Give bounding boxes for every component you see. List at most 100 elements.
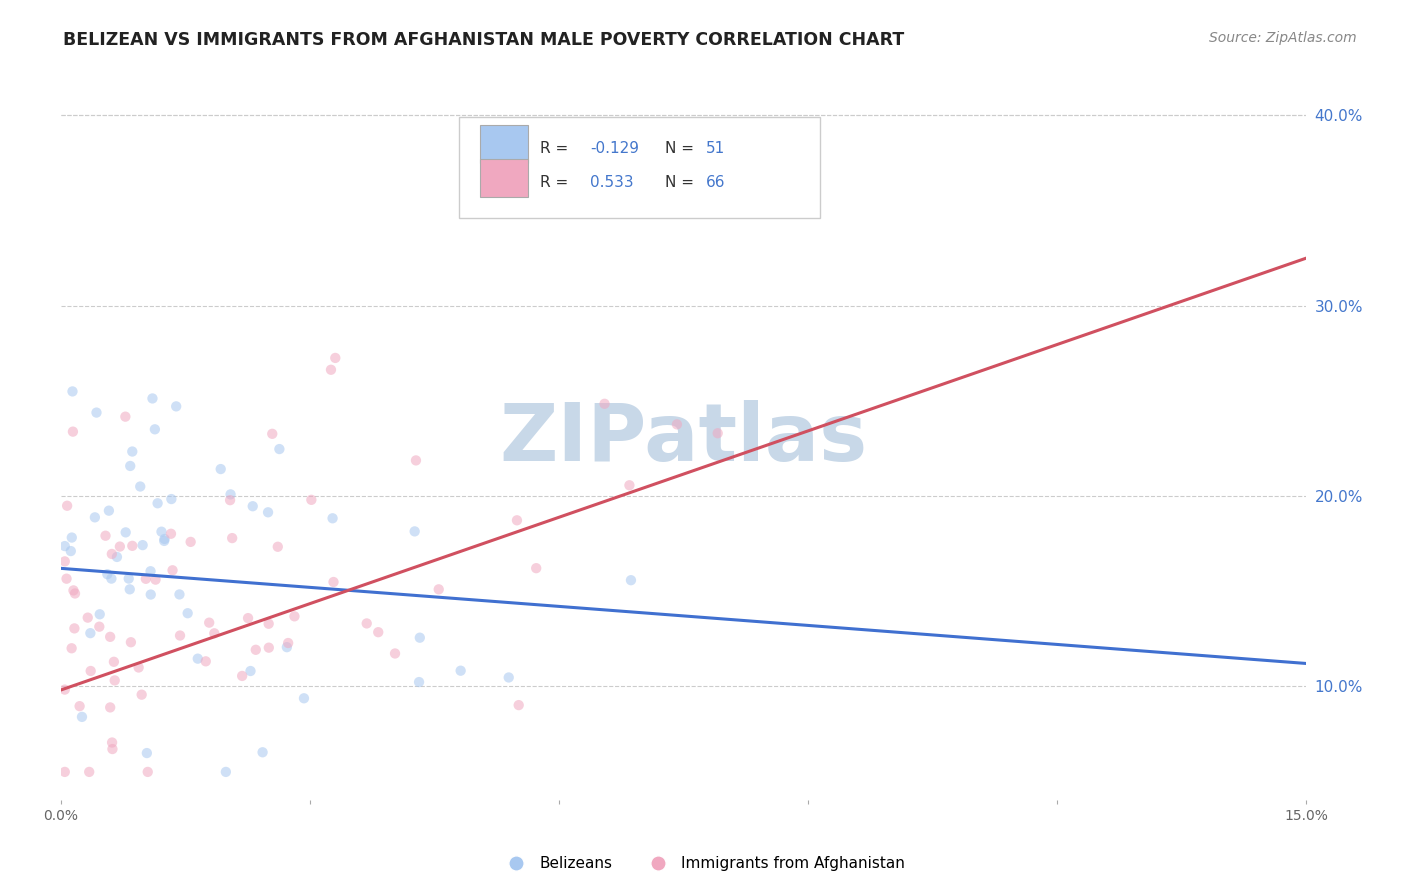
Point [252,745,274,759]
Point [408,675,430,690]
Point [56,499,79,513]
Text: -0.129: -0.129 [591,141,638,156]
Point [143,422,166,436]
Point [53,764,76,779]
Point [367,625,389,640]
Point [69,699,91,714]
Point [356,616,378,631]
Point [276,640,298,655]
Point [150,524,173,539]
Point [53,539,76,553]
Point [96,567,118,582]
Point [405,453,427,467]
Point [136,764,159,779]
Point [322,574,344,589]
Point [63,621,86,635]
Point [269,442,291,456]
Point [231,669,253,683]
Text: BELIZEAN VS IMMIGRANTS FROM AFGHANISTAN MALE POVERTY CORRELATION CHART: BELIZEAN VS IMMIGRANTS FROM AFGHANISTAN … [63,31,904,49]
Point [77,764,100,779]
Point [139,588,162,602]
Point [53,554,76,568]
Point [135,746,157,760]
Point [145,573,167,587]
Point [299,492,322,507]
Point [101,547,124,561]
Point [257,640,280,655]
Point [180,535,202,549]
Point [384,647,406,661]
Point [165,400,187,414]
Point [121,444,143,458]
Point [508,698,530,712]
Point [202,626,225,640]
Text: ZIPatlas: ZIPatlas [499,400,868,478]
Point [242,500,264,514]
Point [100,572,122,586]
Point [105,549,128,564]
Text: 0.533: 0.533 [591,175,634,190]
Point [89,620,111,634]
Point [245,642,267,657]
Point [135,572,157,586]
Text: N =: N = [665,175,699,190]
Point [104,673,127,688]
Point [76,610,98,624]
Point [267,540,290,554]
Point [79,626,101,640]
Text: 51: 51 [706,141,725,156]
Point [114,409,136,424]
Point [292,691,315,706]
Point [94,529,117,543]
Point [215,764,238,779]
Point [139,564,162,578]
Point [498,670,520,684]
Point [198,615,221,630]
Text: R =: R = [540,175,574,190]
Point [55,572,77,586]
Point [53,682,76,697]
Point [236,611,259,625]
Point [221,531,243,545]
Point [89,607,111,622]
FancyBboxPatch shape [481,159,527,197]
Point [169,628,191,642]
Point [160,526,183,541]
Point [60,641,83,656]
Point [169,587,191,601]
Point [120,635,142,649]
Point [262,426,284,441]
Point [404,524,426,539]
Point [70,710,93,724]
Point [103,655,125,669]
Point [141,392,163,406]
Point [665,417,688,432]
Point [98,630,121,644]
Text: N =: N = [665,141,699,156]
Point [98,700,121,714]
Text: 66: 66 [706,175,725,190]
Point [62,425,84,439]
Point [620,573,643,587]
Point [219,493,242,508]
Point [62,583,84,598]
Point [101,742,124,756]
Point [450,664,472,678]
Point [427,582,450,597]
Point [131,688,153,702]
FancyBboxPatch shape [460,117,820,219]
Point [153,532,176,546]
Point [83,510,105,524]
Point [524,561,547,575]
Point [63,586,86,600]
Point [162,563,184,577]
Point [86,406,108,420]
Point [62,384,84,399]
Point [257,616,280,631]
Point [59,544,82,558]
Legend: Belizeans, Immigrants from Afghanistan: Belizeans, Immigrants from Afghanistan [495,850,911,877]
Point [219,487,242,501]
Point [176,606,198,620]
Point [187,651,209,665]
Point [506,513,529,527]
